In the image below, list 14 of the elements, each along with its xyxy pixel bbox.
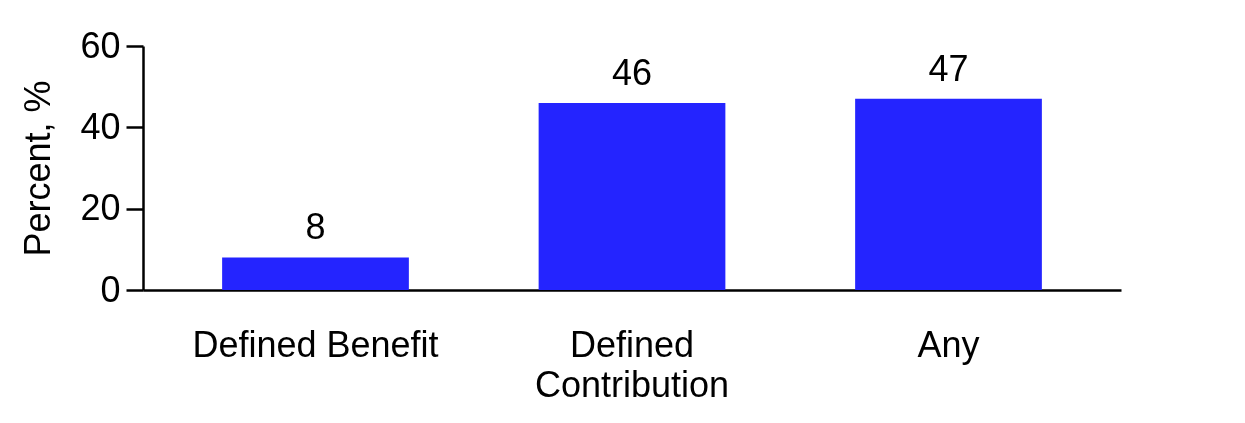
data-label: 8 <box>305 206 326 248</box>
data-label: 47 <box>928 47 969 89</box>
bar <box>538 102 726 290</box>
bar <box>855 98 1042 290</box>
y-tick-label: 0 <box>100 268 121 310</box>
y-tick-label: 40 <box>80 105 121 147</box>
data-label: 46 <box>611 51 653 93</box>
y-axis-title: Percent, % <box>17 80 59 257</box>
x-tick-label: Defined Contribution <box>534 323 730 405</box>
y-tick-label: 20 <box>80 187 121 229</box>
bar <box>222 257 409 290</box>
y-tick-label: 60 <box>80 24 121 66</box>
x-tick-label: Defined Benefit <box>192 323 439 365</box>
x-tick-label: Any <box>917 323 980 365</box>
